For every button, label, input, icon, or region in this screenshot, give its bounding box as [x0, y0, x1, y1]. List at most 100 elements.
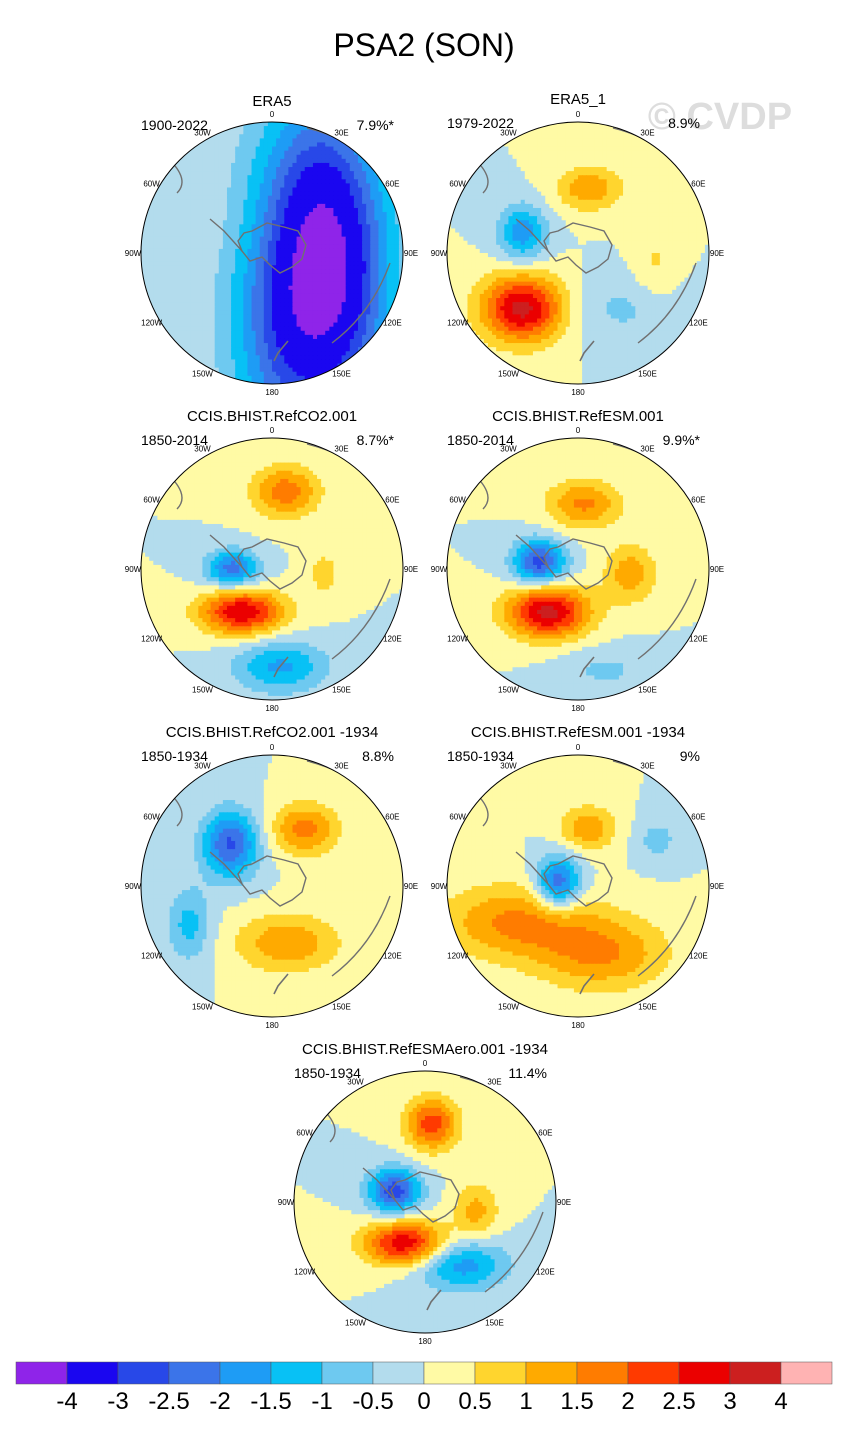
field-cell: [357, 322, 363, 328]
field-cell: [374, 199, 380, 205]
field-cell: [296, 126, 302, 131]
field-cell: [524, 179, 530, 184]
field-cell: [639, 220, 645, 225]
field-cell: [300, 162, 306, 168]
field-cell: [181, 228, 187, 234]
field-cell: [610, 203, 616, 209]
field-cell: [235, 289, 240, 295]
field-cell: [643, 220, 649, 225]
field-cell: [321, 343, 326, 348]
field-cell: [231, 207, 236, 213]
field-cell: [537, 150, 542, 156]
field-cell: [639, 171, 645, 176]
field-cell: [643, 158, 649, 164]
field-cell: [655, 179, 661, 184]
field-cell: [206, 347, 212, 352]
field-cell: [496, 232, 501, 238]
field-cell: [222, 146, 228, 152]
field-cell: [680, 167, 686, 172]
field-cell: [247, 261, 253, 266]
field-cell: [374, 285, 380, 291]
field-cell: [235, 212, 240, 217]
field-cell: [549, 134, 555, 139]
field-cell: [549, 244, 555, 250]
field-cell: [296, 224, 302, 230]
field-cell: [235, 134, 240, 139]
field-cell: [235, 228, 240, 234]
field-cell: [317, 175, 322, 180]
field-cell: [329, 355, 334, 361]
field-cell: [317, 265, 322, 270]
field-cell: [222, 207, 228, 213]
field-cell: [483, 183, 489, 189]
field-cell: [296, 232, 302, 238]
field-cell: [312, 162, 318, 168]
field-cell: [553, 175, 559, 180]
field-cell: [614, 207, 620, 213]
field-cell: [255, 355, 261, 361]
field-cell: [623, 203, 628, 209]
field-cell: [272, 134, 277, 139]
field-cell: [680, 212, 686, 217]
field-cell: [312, 338, 318, 344]
field-cell: [259, 232, 265, 238]
field-cell: [610, 216, 616, 221]
field-cell: [557, 203, 563, 209]
field-cell: [272, 298, 277, 303]
field-cell: [663, 236, 669, 242]
field-cell: [186, 318, 191, 324]
field-cell: [169, 318, 175, 324]
field-cell: [190, 289, 195, 295]
field-cell: [263, 326, 269, 332]
field-cell: [272, 167, 277, 172]
field-cell: [655, 203, 661, 209]
field-cell: [186, 154, 191, 160]
field-cell: [329, 302, 334, 307]
field-cell: [190, 302, 195, 307]
field-cell: [218, 265, 224, 270]
field-cell: [370, 248, 375, 254]
field-cell: [492, 158, 497, 164]
field-cell: [169, 306, 175, 311]
field-cell: [177, 285, 183, 291]
field-cell: [647, 150, 653, 156]
field-cell: [569, 154, 575, 160]
field-cell: [520, 199, 526, 205]
field-cell: [202, 314, 208, 320]
field-cell: [243, 289, 249, 295]
field-cell: [643, 191, 649, 197]
field-cell: [308, 334, 314, 340]
field-cell: [190, 265, 195, 270]
field-cell: [349, 302, 355, 307]
field-cell: [378, 216, 384, 221]
field-cell: [235, 171, 240, 176]
field-cell: [280, 293, 285, 299]
field-cell: [353, 298, 359, 303]
field-cell: [259, 236, 265, 242]
field-cell: [292, 359, 298, 365]
field-cell: [451, 232, 456, 238]
field-cell: [210, 343, 216, 348]
field-cell: [259, 285, 265, 291]
field-cell: [280, 314, 285, 320]
field-cell: [292, 138, 298, 144]
field-cell: [280, 289, 285, 295]
field-cell: [259, 150, 265, 156]
field-cell: [255, 338, 261, 344]
field-cell: [378, 236, 384, 242]
field-cell: [280, 154, 285, 160]
field-cell: [672, 203, 677, 209]
field-cell: [165, 216, 171, 221]
field-cell: [573, 171, 579, 176]
field-cell: [496, 195, 501, 201]
field-cell: [553, 183, 559, 189]
field-cell: [181, 216, 187, 221]
field-cell: [610, 142, 616, 148]
field-cell: [177, 195, 183, 201]
field-cell: [263, 183, 269, 189]
field-cell: [300, 371, 306, 377]
field-cell: [345, 343, 351, 348]
field-cell: [300, 154, 306, 160]
field-cell: [190, 293, 195, 299]
field-cell: [145, 248, 150, 254]
